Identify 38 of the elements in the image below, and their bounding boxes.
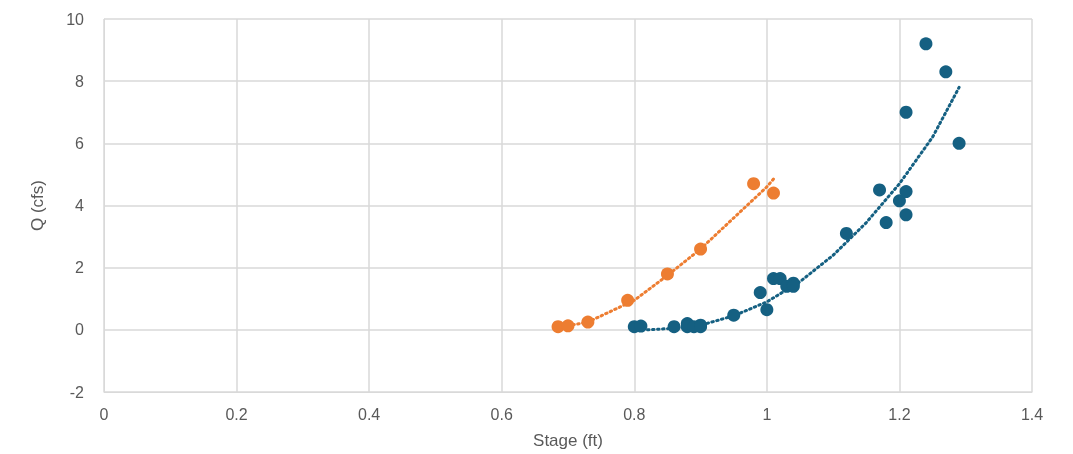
point	[727, 308, 741, 322]
point	[892, 194, 906, 208]
y-tick-label: 4	[75, 197, 85, 214]
x-tick-label: 0.4	[358, 405, 381, 423]
point	[767, 186, 780, 200]
y-tick-label: 0	[75, 321, 85, 339]
x-tick-label: 1.2	[888, 405, 911, 423]
x-tick-label: 1.4	[1020, 405, 1044, 423]
y-tick-label: 6	[75, 134, 85, 152]
point	[899, 185, 913, 199]
x-tick-label: 0.6	[490, 405, 513, 423]
point	[667, 320, 681, 334]
x-tick-label: 0	[99, 405, 109, 423]
point	[879, 216, 893, 230]
point	[660, 267, 674, 281]
point	[919, 37, 933, 51]
point	[760, 303, 774, 317]
y-tick-label: 2	[75, 259, 85, 277]
y-tick-label: -2	[69, 383, 85, 401]
point	[839, 226, 853, 240]
x-tick-label: 0.2	[225, 405, 248, 423]
point	[581, 315, 595, 329]
y-axis-title: Q (cfs)	[28, 180, 47, 231]
point	[899, 105, 913, 119]
point	[747, 177, 761, 191]
point	[694, 242, 708, 256]
point	[621, 293, 635, 307]
point	[899, 208, 913, 222]
y-tick-label: 10	[66, 10, 85, 28]
point	[753, 286, 767, 300]
x-tick-label: 1	[762, 405, 772, 423]
x-axis-title: Stage (ft)	[533, 431, 603, 450]
point	[939, 65, 953, 79]
y-tick-label: 8	[75, 72, 85, 90]
x-tick-label: 0.8	[623, 405, 646, 423]
point	[561, 319, 575, 333]
point	[952, 136, 966, 150]
point	[873, 183, 887, 197]
